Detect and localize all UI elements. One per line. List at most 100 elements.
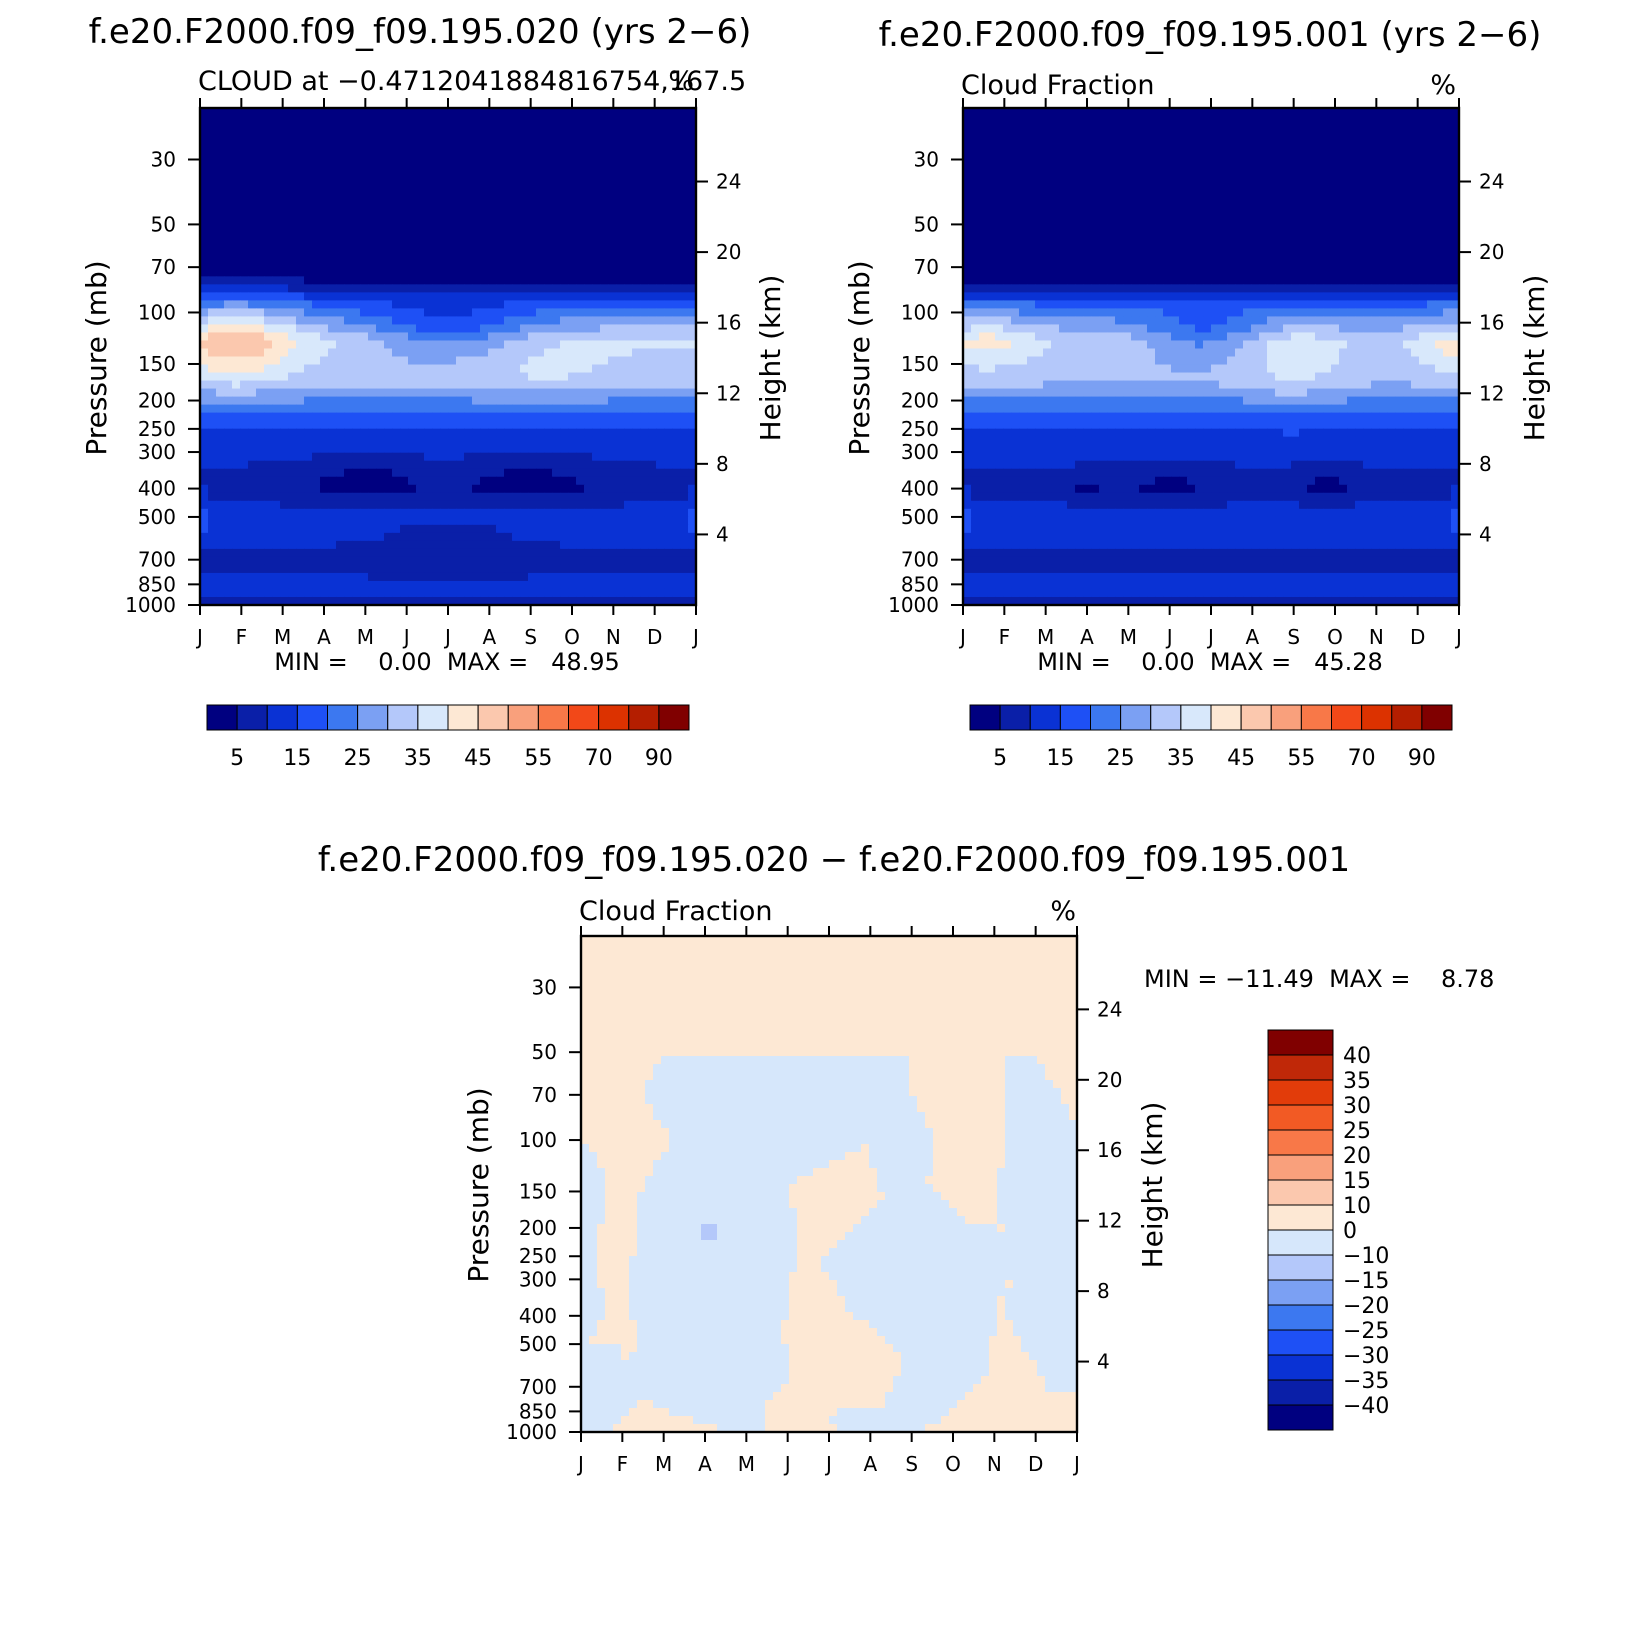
field-cell: [995, 156, 1004, 165]
field-cell: [256, 316, 265, 326]
field-cell: [448, 156, 457, 165]
field-cell: [1235, 156, 1244, 165]
field-cell: [296, 396, 305, 406]
field-cell: [296, 324, 305, 334]
field-cell: [352, 252, 361, 261]
field-cell: [688, 140, 697, 149]
field-cell: [256, 460, 265, 470]
colorbar-label: 55: [524, 746, 552, 771]
field-cell: [312, 428, 321, 438]
field-cell: [528, 308, 537, 318]
field-cell: [352, 348, 361, 358]
field-cell: [256, 572, 265, 582]
field-cell: [584, 276, 593, 285]
field-cell: [336, 492, 345, 502]
field-cell: [304, 596, 313, 606]
field-cell: [624, 548, 633, 558]
field-cell: [240, 140, 249, 149]
field-cell: [1291, 164, 1300, 173]
field-cell: [1251, 172, 1260, 181]
field-cell: [448, 332, 457, 342]
field-cell: [336, 180, 345, 189]
field-cell: [504, 476, 513, 486]
field-cell: [472, 580, 481, 590]
field-cell: [440, 340, 449, 350]
field-cell: [384, 564, 393, 574]
field-cell: [256, 452, 265, 462]
field-cell: [288, 420, 297, 430]
field-cell: [1187, 236, 1196, 245]
field-cell: [1083, 116, 1092, 125]
field-cell: [360, 324, 369, 334]
field-cell: [560, 476, 569, 486]
field-cell: [1363, 204, 1372, 213]
field-cell: [480, 180, 489, 189]
field-cell: [1443, 164, 1452, 173]
field-cell: [1283, 180, 1292, 189]
field-cell: [1291, 236, 1300, 245]
field-cell: [688, 372, 697, 382]
field-cell: [608, 284, 617, 293]
field-cell: [536, 356, 545, 366]
field-cell: [1379, 108, 1388, 117]
field-cell: [1443, 196, 1452, 205]
field-cell: [496, 284, 505, 293]
y-tick-label: 30: [151, 148, 176, 172]
field-cell: [480, 172, 489, 181]
field-cell: [987, 188, 996, 197]
field-cell: [576, 388, 585, 398]
field-cell: [1291, 156, 1300, 165]
field-cell: [560, 268, 569, 277]
field-cell: [224, 388, 233, 398]
field-cell: [624, 564, 633, 574]
field-cell: [1299, 140, 1308, 149]
field-cell: [392, 284, 401, 293]
field-cell: [280, 124, 289, 133]
field-cell: [272, 580, 281, 590]
field-cell: [608, 356, 617, 366]
field-cell: [496, 428, 505, 438]
field-cell: [624, 396, 633, 406]
field-cell: [1155, 148, 1164, 157]
field-cell: [624, 188, 633, 197]
field-cell: [1379, 212, 1388, 221]
field-cell: [488, 356, 497, 366]
field-cell: [552, 316, 561, 326]
field-cell: [384, 332, 393, 342]
field-cell: [400, 468, 409, 478]
field-cell: [200, 556, 209, 566]
field-cell: [200, 252, 209, 261]
field-cell: [296, 348, 305, 358]
field-cell: [584, 252, 593, 261]
field-cell: [648, 220, 657, 229]
field-cell: [1411, 220, 1420, 229]
field-cell: [512, 420, 521, 430]
field-cell: [360, 148, 369, 157]
field-cell: [1163, 188, 1172, 197]
field-cell: [376, 468, 385, 478]
field-cell: [360, 476, 369, 486]
field-cell: [432, 556, 441, 566]
field-cell: [408, 196, 417, 205]
field-cell: [1131, 108, 1140, 117]
field-cell: [304, 276, 313, 285]
field-cell: [528, 468, 537, 478]
field-cell: [1267, 164, 1276, 173]
field-cell: [680, 228, 689, 237]
field-cell: [512, 156, 521, 165]
field-cell: [1099, 132, 1108, 141]
field-cell: [400, 196, 409, 205]
field-cell: [232, 308, 241, 318]
field-cell: [224, 316, 233, 326]
field-cell: [680, 364, 689, 374]
field-cell: [616, 148, 625, 157]
field-cell: [320, 572, 329, 582]
field-cell: [1347, 108, 1356, 117]
field-cell: [528, 252, 537, 261]
field-cell: [344, 308, 353, 318]
field-cell: [608, 244, 617, 253]
field-cell: [672, 228, 681, 237]
field-cell: [480, 396, 489, 406]
field-cell: [1355, 156, 1364, 165]
field-cell: [1171, 180, 1180, 189]
